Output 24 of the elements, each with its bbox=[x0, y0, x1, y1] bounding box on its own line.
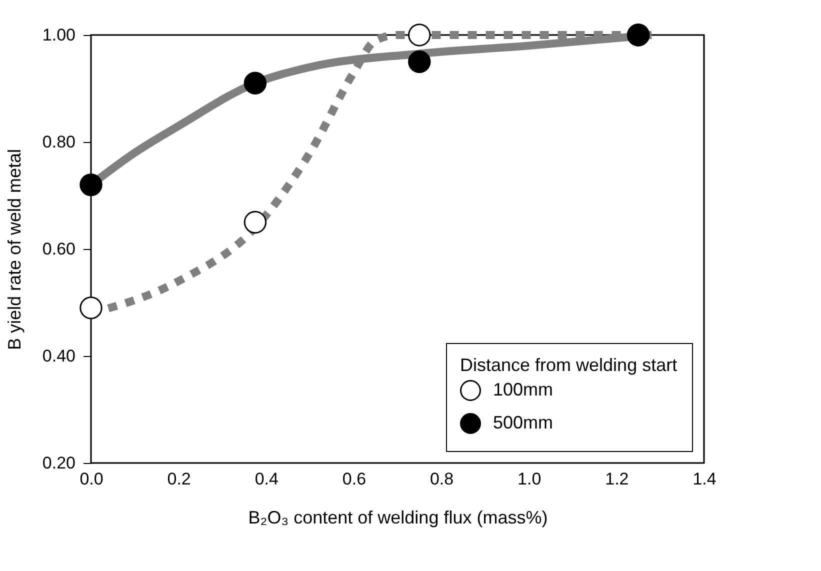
y-tick-label: 1.00 bbox=[42, 26, 76, 44]
point bbox=[244, 210, 267, 234]
x-tick-label: 0.0 bbox=[80, 470, 104, 488]
x-tick-label: 0.8 bbox=[430, 470, 454, 488]
point bbox=[408, 50, 431, 74]
y-tick-label: 0.20 bbox=[42, 454, 76, 472]
x-tick-label: 1.4 bbox=[692, 470, 716, 488]
x-tick-label: 1.0 bbox=[518, 470, 542, 488]
y-axis-title: B yield rate of weld metal bbox=[4, 148, 24, 350]
x-tick-label: 0.2 bbox=[167, 470, 191, 488]
y-tick-label: 0.80 bbox=[42, 132, 76, 152]
x-tick-label: 1.2 bbox=[605, 470, 629, 488]
point bbox=[408, 24, 431, 46]
point bbox=[80, 296, 102, 320]
point bbox=[80, 173, 102, 196]
y-tick-label: 0.60 bbox=[42, 240, 76, 258]
point bbox=[244, 72, 267, 94]
y-tick-label: 0.40 bbox=[42, 346, 76, 366]
legend-title: Distance from welding start bbox=[460, 355, 678, 375]
x-tick-label: 0.6 bbox=[342, 470, 366, 488]
x-tick-label: 0.4 bbox=[254, 470, 278, 488]
x-axis-title: B₂O₃ content of welding flux (mass%) bbox=[248, 508, 548, 528]
legend-label: 500mm bbox=[493, 412, 554, 432]
legend-label: 100mm bbox=[493, 380, 554, 400]
